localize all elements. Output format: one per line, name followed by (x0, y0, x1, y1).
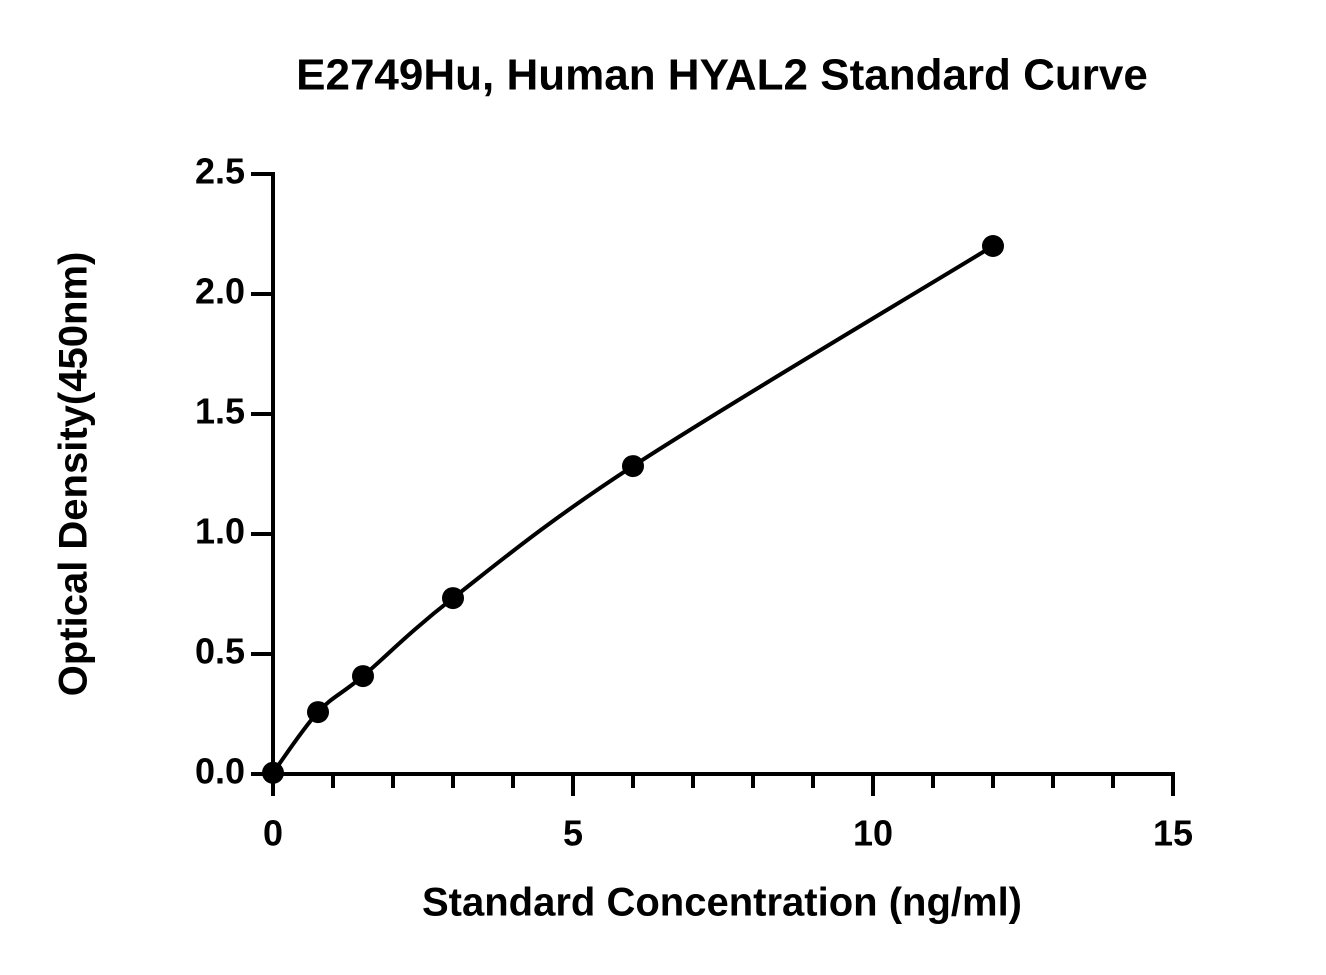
data-point (307, 701, 329, 724)
fit-curve (271, 244, 995, 774)
data-point (442, 587, 464, 610)
data-point (622, 455, 644, 478)
x-tick-label: 15 (1153, 813, 1193, 854)
y-tick-label: 1.0 (195, 511, 245, 552)
data-point (262, 761, 284, 784)
y-tick-label: 0.5 (195, 631, 245, 672)
data-point (352, 665, 374, 688)
y-tick-label: 2.5 (195, 151, 245, 192)
x-tick-label: 0 (263, 813, 283, 854)
y-tick-label: 2.0 (195, 271, 245, 312)
y-axis-label: Optical Density(450nm) (52, 252, 96, 697)
x-axis-label: Standard Concentration (ng/ml) (422, 881, 1022, 925)
chart-title: E2749Hu, Human HYAL2 Standard Curve (296, 51, 1148, 100)
data-point (982, 235, 1004, 257)
y-tick-label: 1.5 (195, 391, 245, 432)
x-tick-label: 10 (853, 813, 893, 854)
y-tick-label: 0.0 (195, 751, 245, 792)
x-tick-label: 5 (563, 813, 583, 854)
